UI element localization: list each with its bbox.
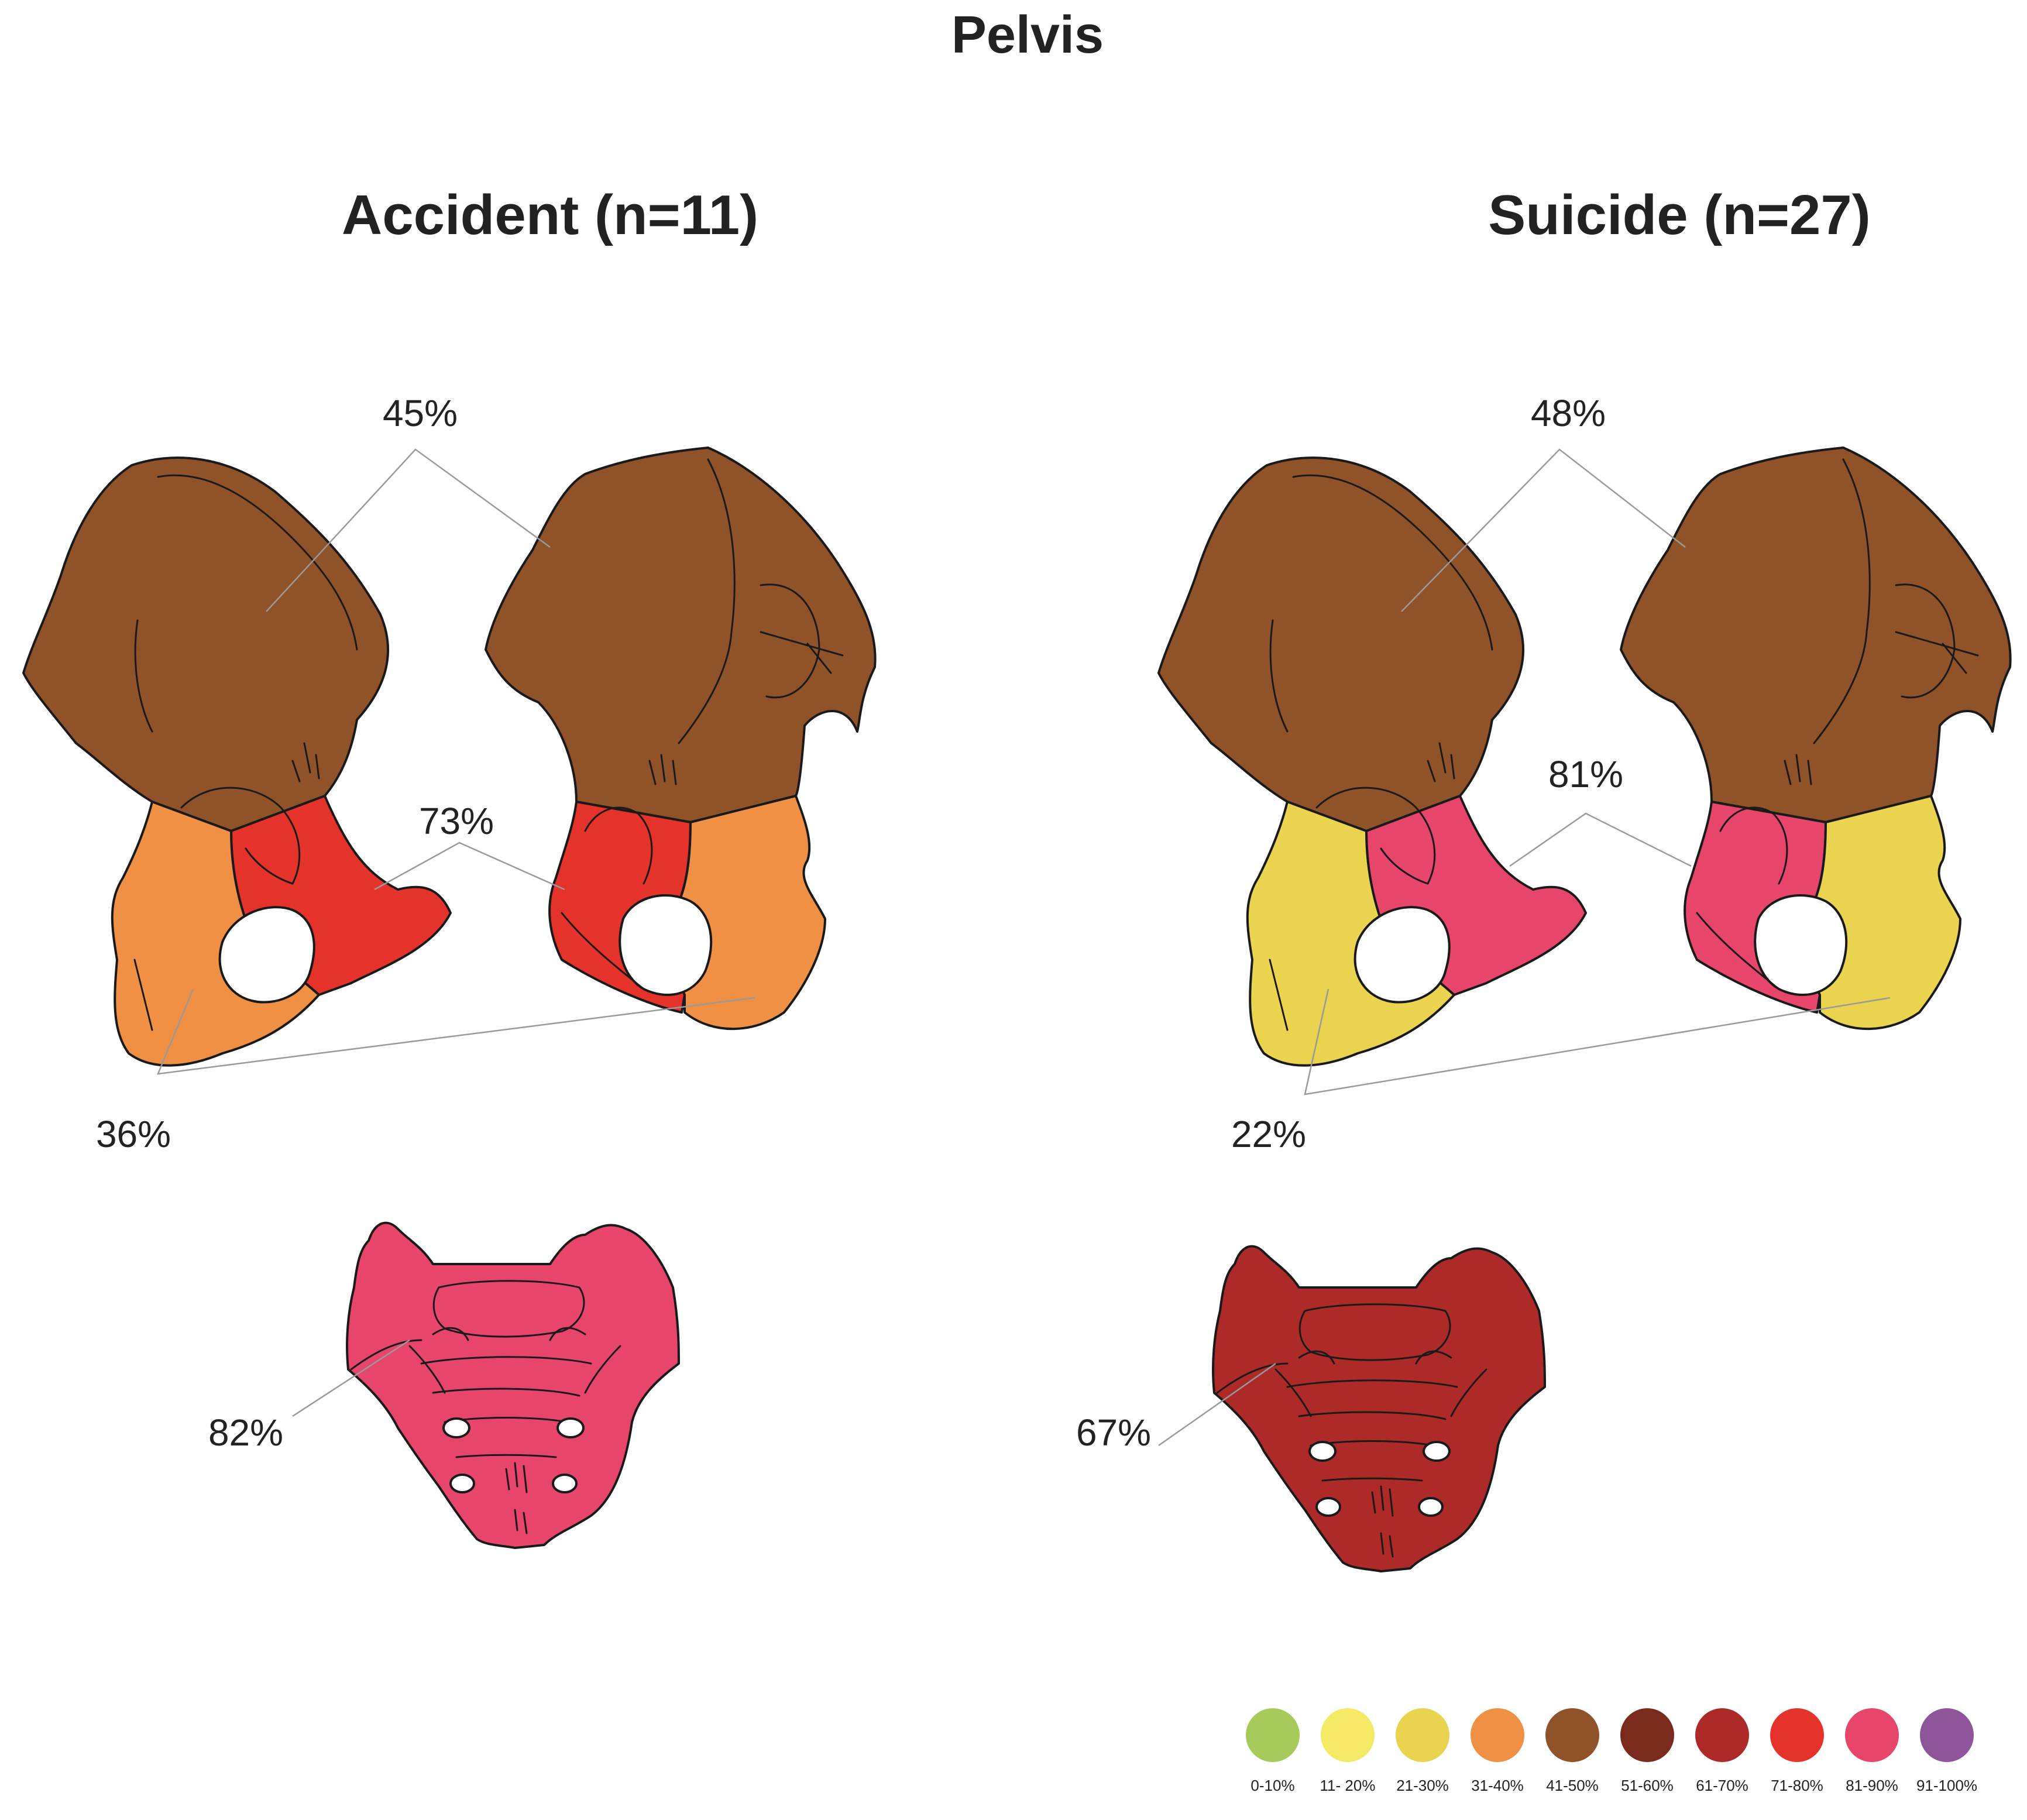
legend-swatch [1695, 1708, 1749, 1762]
color-legend: 0-10% 11- 20% 21-30% 31-40% 41-50% 51-60% 61-7… [1246, 1708, 1977, 1794]
legend-label: 0-10% [1250, 1777, 1294, 1794]
label-pubis-pct: 73% [419, 800, 494, 842]
label-sacrum-pct: 67% [1076, 1412, 1151, 1454]
label-ischium-pct: 22% [1231, 1113, 1306, 1155]
sacrum [1212, 1245, 1546, 1572]
label-sacrum-pct: 82% [208, 1412, 283, 1454]
leader-line-sacrum [1158, 1362, 1276, 1447]
legend-swatch [1545, 1708, 1599, 1762]
legend-swatch [1770, 1708, 1824, 1762]
hip-bone-right-view [1620, 447, 2012, 1031]
label-ischium-pct: 36% [96, 1113, 171, 1155]
leader-line-ilium [1401, 448, 1686, 612]
leader-line-ilium [266, 448, 551, 612]
legend-label: 11- 20% [1320, 1777, 1376, 1794]
panel-heading-accident: Accident (n=11) [342, 184, 758, 246]
legend-swatch [1396, 1708, 1449, 1762]
legend-swatch [1246, 1708, 1300, 1762]
legend-label: 91-100% [1916, 1777, 1977, 1794]
hip-bone-left-view [1157, 456, 1587, 1067]
legend-swatch [1471, 1708, 1524, 1762]
panel-suicide: Suicide (n=27) 48% 81% 22% 67% [1076, 184, 2012, 1572]
label-ilium-pct: 45% [383, 392, 458, 434]
leader-line-sacrum [292, 1339, 410, 1417]
hip-bone-left-view [22, 456, 452, 1067]
leader-line-ischium [157, 988, 755, 1075]
legend-label: 21-30% [1396, 1777, 1449, 1794]
leader-line-ischium [1304, 988, 1891, 1096]
legend-label: 51-60% [1621, 1777, 1674, 1794]
label-pubis-pct: 81% [1548, 753, 1623, 795]
legend-swatch [1845, 1708, 1899, 1762]
leader-line-pubis [1509, 812, 1692, 867]
hip-bone-right-view [485, 447, 877, 1031]
legend-swatch [1321, 1708, 1375, 1762]
legend-label: 41-50% [1546, 1777, 1599, 1794]
legend-label: 61-70% [1696, 1777, 1748, 1794]
panel-heading-suicide: Suicide (n=27) [1488, 184, 1871, 246]
label-ilium-pct: 48% [1531, 392, 1606, 434]
figure-title: Pelvis [951, 6, 1104, 64]
legend-label: 81-90% [1846, 1777, 1898, 1794]
leader-line-pubis [374, 842, 565, 891]
sacrum [346, 1221, 680, 1549]
legend-label: 71-80% [1771, 1777, 1823, 1794]
legend-label: 31-40% [1471, 1777, 1524, 1794]
panel-accident: Accident (n=11) 45% 73% 36% 82% [22, 184, 877, 1549]
legend-swatch [1920, 1708, 1974, 1762]
legend-swatch [1620, 1708, 1674, 1762]
